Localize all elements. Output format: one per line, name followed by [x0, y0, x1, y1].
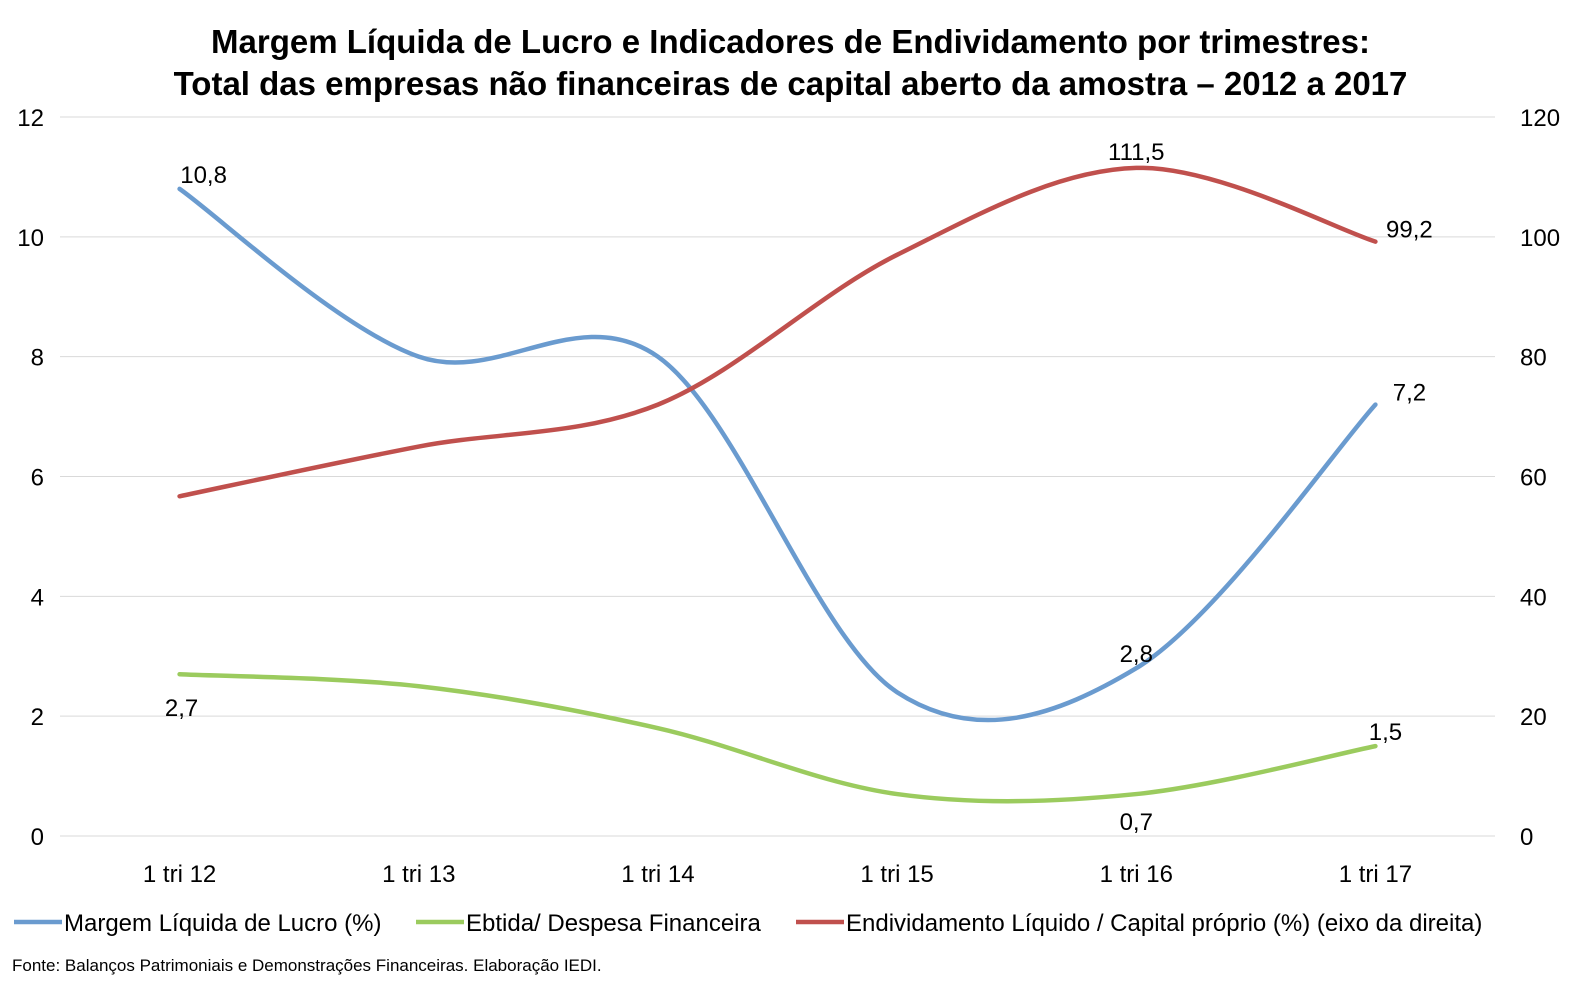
right-axis-ticks: 0 20 40 60 80 100 120: [1520, 105, 1560, 851]
left-axis-ticks: 0 2 4 6 8 10 12: [17, 105, 44, 851]
x-axis-tick-label: 1 tri 12: [143, 861, 216, 888]
left-axis-tick-label: 4: [31, 584, 44, 611]
right-axis-tick-label: 20: [1520, 704, 1547, 731]
series-line-endividamento: [177, 165, 1378, 499]
x-axis-tick-label: 1 tri 14: [621, 861, 694, 888]
data-label: 2,8: [1120, 641, 1153, 668]
data-labels: 10,8 2,8 7,2 2,7 0,7 1,5 111,5 99,2: [165, 139, 1433, 836]
x-axis-ticks: 1 tri 12 1 tri 13 1 tri 14 1 tri 15 1 tri 16…: [143, 861, 1412, 888]
right-axis-tick-label: 40: [1520, 584, 1547, 611]
data-label: 1,5: [1369, 719, 1402, 746]
left-axis-tick-label: 10: [17, 225, 44, 252]
left-axis-tick-label: 6: [31, 465, 44, 492]
gridlines: [60, 116, 1495, 837]
data-label: 2,7: [165, 695, 198, 722]
right-axis-tick-label: 120: [1520, 105, 1560, 132]
left-axis-tick-label: 8: [31, 345, 44, 372]
source-note: Fonte: Balanços Patrimoniais e Demonstra…: [12, 956, 602, 975]
x-axis-tick-label: 1 tri 17: [1339, 861, 1412, 888]
chart-title-line-2: Total das empresas não financeiras de ca…: [173, 65, 1408, 102]
legend-label-margem-liquida: Margem Líquida de Lucro (%): [64, 910, 381, 937]
series-lines: [177, 165, 1378, 804]
left-axis-tick-label: 12: [17, 105, 44, 132]
right-axis-tick-label: 0: [1520, 824, 1533, 851]
right-axis-tick-label: 100: [1520, 225, 1560, 252]
right-axis-tick-label: 80: [1520, 345, 1547, 372]
legend-label-ebtida-despesa: Ebtida/ Despesa Financeira: [466, 910, 761, 937]
left-axis-tick-label: 2: [31, 704, 44, 731]
series-line-margem-liquida: [177, 186, 1378, 723]
legend: Margem Líquida de Lucro (%) Ebtida/ Despe…: [14, 910, 1482, 937]
data-label: 111,5: [1108, 139, 1165, 166]
chart-title-line-1: Margem Líquida de Lucro e Indicadores de…: [211, 23, 1370, 60]
data-label: 10,8: [180, 162, 227, 189]
legend-label-endividamento: Endividamento Líquido / Capital próprio …: [846, 910, 1482, 937]
left-axis-tick-label: 0: [31, 824, 44, 851]
data-label: 0,7: [1120, 809, 1153, 836]
data-label: 7,2: [1393, 380, 1426, 407]
x-axis-tick-label: 1 tri 15: [860, 861, 933, 888]
data-label: 99,2: [1386, 217, 1433, 244]
right-axis-tick-label: 60: [1520, 465, 1547, 492]
series-line-ebtida-despesa: [177, 671, 1378, 804]
x-axis-tick-label: 1 tri 13: [382, 861, 455, 888]
x-axis-tick-label: 1 tri 16: [1100, 861, 1173, 888]
